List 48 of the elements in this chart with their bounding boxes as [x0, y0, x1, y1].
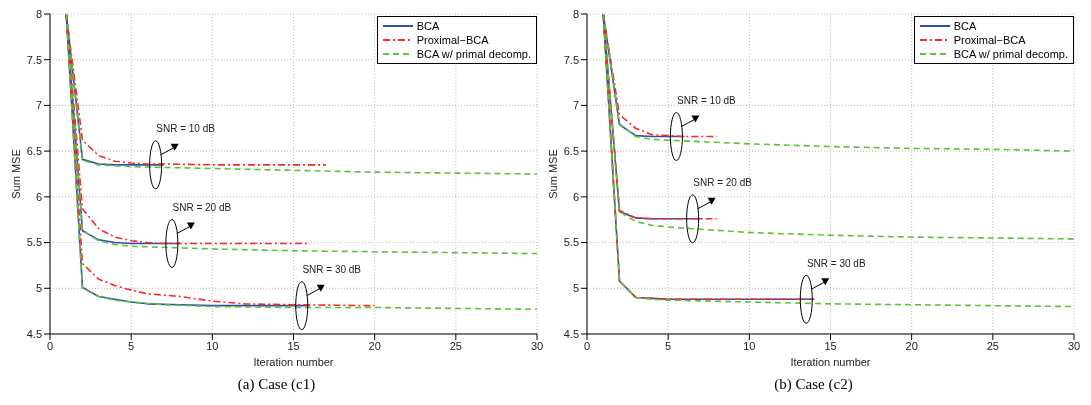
legend-label: Proximal−BCA	[416, 34, 489, 46]
annotation: SNR = 10 dB	[156, 123, 216, 135]
x-axis-title: Iteration number	[790, 356, 871, 368]
text: (b) Case (c2)	[773, 376, 854, 393]
x-tick-label: 5	[665, 339, 672, 352]
x-tick-label: 20	[368, 339, 381, 352]
x-tick-label: 15	[824, 339, 837, 352]
legend-label: BCA w/ primal decomp.	[953, 48, 1068, 60]
legend-label: BCA	[416, 20, 440, 32]
y-tick-label: 6	[572, 190, 579, 203]
x-tick-label: 10	[743, 339, 756, 352]
y-tick-label: 6.5	[563, 145, 579, 158]
annotation: SNR = 30 dB	[302, 264, 362, 276]
annotation: SNR = 20 dB	[693, 177, 753, 189]
y-tick-label: 5.5	[563, 236, 579, 249]
text: (a) Case (c1)	[236, 376, 317, 393]
x-tick-label: 25	[986, 339, 999, 352]
y-tick-label: 4.5	[563, 327, 579, 340]
legend-label: BCA	[953, 20, 977, 32]
y-tick-label: 8	[572, 7, 579, 20]
y-tick-label: 4.5	[26, 327, 42, 340]
x-tick-label: 20	[905, 339, 918, 352]
x-tick-label: 10	[206, 339, 219, 352]
y-axis-title: Sum MSE	[9, 149, 22, 199]
y-tick-label: 5	[572, 282, 579, 295]
x-tick-label: 5	[128, 339, 135, 352]
x-axis-title: Iteration number	[253, 356, 334, 368]
y-tick-label: 5.5	[26, 236, 42, 249]
x-tick-label: 0	[583, 339, 591, 352]
y-tick-label: 7	[35, 99, 42, 112]
x-tick-label: 0	[46, 339, 54, 352]
annotation: SNR = 20 dB	[172, 201, 232, 213]
x-tick-label: 30	[1067, 339, 1081, 352]
y-tick-label: 8	[35, 7, 42, 20]
legend-label: Proximal−BCA	[953, 34, 1026, 46]
y-tick-label: 6.5	[26, 145, 42, 158]
y-tick-label: 7.5	[26, 53, 42, 66]
x-tick-label: 15	[287, 339, 300, 352]
legend-label: BCA w/ primal decomp.	[416, 48, 531, 60]
annotation: SNR = 10 dB	[677, 95, 737, 107]
y-tick-label: 7.5	[563, 53, 579, 66]
x-tick-label: 30	[530, 339, 544, 352]
y-tick-label: 7	[572, 99, 579, 112]
x-tick-label: 25	[449, 339, 462, 352]
y-tick-label: 5	[35, 282, 42, 295]
annotation: SNR = 30 dB	[806, 257, 866, 269]
y-axis-title: Sum MSE	[546, 149, 559, 199]
y-tick-label: 6	[35, 190, 42, 203]
